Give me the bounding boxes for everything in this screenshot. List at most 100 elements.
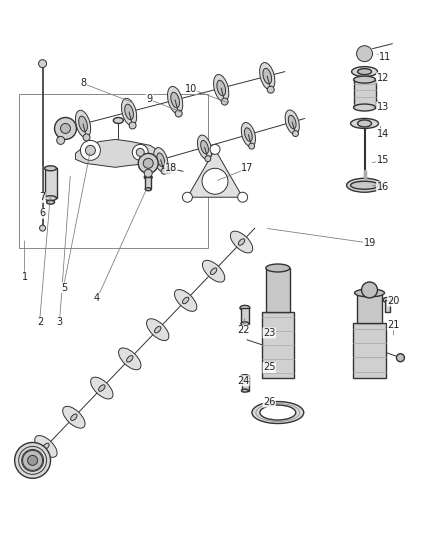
Ellipse shape [214,75,229,102]
Ellipse shape [171,92,180,108]
Ellipse shape [210,268,217,274]
Ellipse shape [99,385,105,391]
Circle shape [249,143,254,149]
Circle shape [166,166,170,171]
Circle shape [357,46,372,62]
Ellipse shape [240,305,250,310]
Ellipse shape [71,414,77,421]
Ellipse shape [355,289,385,297]
Circle shape [57,136,65,144]
Ellipse shape [75,110,91,138]
Circle shape [182,192,192,202]
Circle shape [205,156,211,161]
Text: 1: 1 [21,272,28,282]
Circle shape [85,146,95,155]
Ellipse shape [260,62,275,90]
Bar [241,308,249,324]
Bar [19,94,208,248]
Ellipse shape [201,140,208,154]
Circle shape [202,168,228,194]
Ellipse shape [353,104,375,111]
Ellipse shape [353,76,375,83]
Ellipse shape [174,289,197,311]
Circle shape [175,110,182,117]
Text: 21: 21 [388,320,400,330]
Circle shape [23,450,42,470]
Ellipse shape [288,115,296,129]
Polygon shape [187,149,243,197]
Ellipse shape [350,181,378,189]
Circle shape [143,158,153,168]
Text: 9: 9 [146,94,152,104]
Ellipse shape [121,99,137,126]
Ellipse shape [79,116,87,132]
Ellipse shape [230,231,253,253]
Circle shape [138,154,158,173]
Bar [353,323,386,378]
Circle shape [144,169,152,177]
Ellipse shape [91,377,113,399]
Ellipse shape [45,196,57,201]
Text: 3: 3 [57,317,63,327]
Ellipse shape [359,51,371,56]
Ellipse shape [346,178,382,192]
Text: 13: 13 [377,102,389,112]
Circle shape [60,124,71,133]
Text: 17: 17 [241,163,254,173]
Ellipse shape [125,104,134,120]
Text: 7: 7 [39,192,45,203]
Text: 16: 16 [377,182,389,192]
Ellipse shape [263,68,272,84]
Ellipse shape [198,135,212,159]
Text: 10: 10 [184,84,197,93]
Text: 4: 4 [94,293,100,303]
Bar [242,377,249,391]
Ellipse shape [202,260,225,282]
Text: 20: 20 [388,296,400,306]
Ellipse shape [217,80,226,96]
Text: 6: 6 [39,208,45,219]
Circle shape [221,98,228,105]
Ellipse shape [241,123,255,147]
Ellipse shape [144,175,152,179]
Ellipse shape [145,188,151,191]
Text: 5: 5 [61,282,67,293]
Ellipse shape [46,200,54,204]
Ellipse shape [157,153,165,166]
Circle shape [161,168,167,174]
Text: 15: 15 [377,155,389,165]
Ellipse shape [45,166,57,171]
Ellipse shape [238,239,245,245]
Circle shape [129,122,136,129]
Bar [266,268,290,312]
Ellipse shape [357,120,371,127]
Circle shape [81,140,100,160]
Ellipse shape [383,297,392,302]
Bar [145,177,151,189]
Ellipse shape [155,326,161,333]
Bar [385,300,390,312]
Text: 14: 14 [377,128,389,139]
Text: 8: 8 [81,78,87,88]
Circle shape [210,144,220,155]
Text: 22: 22 [237,325,249,335]
Circle shape [396,354,404,362]
Ellipse shape [240,375,249,378]
Circle shape [361,282,378,298]
Ellipse shape [244,128,252,141]
Text: 11: 11 [379,52,391,62]
Text: 2: 2 [37,317,43,327]
Ellipse shape [352,67,378,77]
Circle shape [14,442,50,478]
Ellipse shape [43,443,49,450]
Ellipse shape [167,86,183,114]
Polygon shape [75,140,162,167]
Ellipse shape [266,264,290,272]
Ellipse shape [183,297,189,304]
Circle shape [267,86,274,93]
Ellipse shape [260,405,296,420]
Ellipse shape [154,148,168,172]
Circle shape [28,455,38,465]
Ellipse shape [63,406,85,428]
Bar [357,293,382,323]
